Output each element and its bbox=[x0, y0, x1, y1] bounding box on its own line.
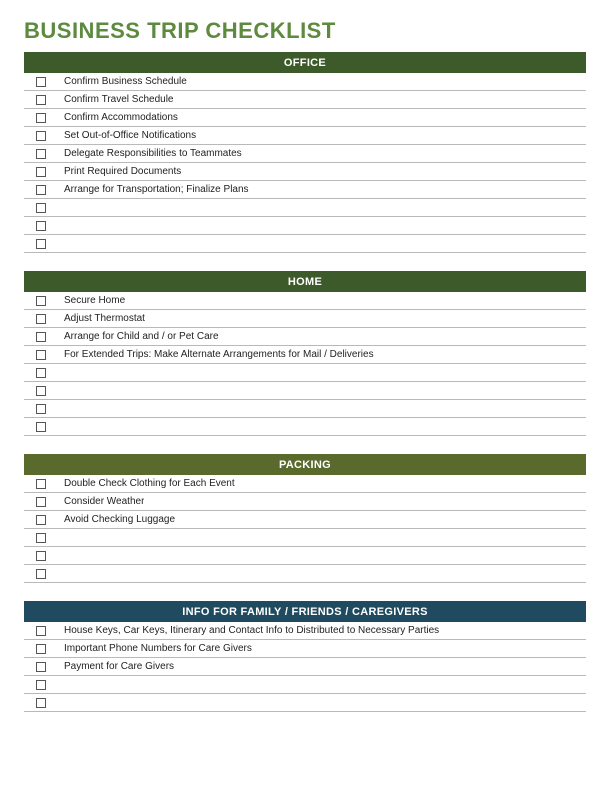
checklist-item-label: Confirm Travel Schedule bbox=[64, 94, 174, 105]
checklist-item-label: Avoid Checking Luggage bbox=[64, 514, 175, 525]
checklist-row: Set Out-of-Office Notifications bbox=[24, 127, 586, 145]
checkbox[interactable] bbox=[36, 497, 46, 507]
checkbox[interactable] bbox=[36, 479, 46, 489]
checklist-item-label: Print Required Documents bbox=[64, 166, 181, 177]
checklist-row: Important Phone Numbers for Care Givers bbox=[24, 640, 586, 658]
section-header: HOME bbox=[24, 271, 586, 292]
section: INFO FOR FAMILY / FRIENDS / CAREGIVERS Ho… bbox=[24, 601, 586, 712]
checkbox[interactable] bbox=[36, 698, 46, 708]
checklist-row: Print Required Documents bbox=[24, 163, 586, 181]
checkbox[interactable] bbox=[36, 239, 46, 249]
checklist-row bbox=[24, 235, 586, 253]
checklist-item-label: Arrange for Child and / or Pet Care bbox=[64, 331, 219, 342]
checklist-item-label: Consider Weather bbox=[64, 496, 144, 507]
checkbox[interactable] bbox=[36, 77, 46, 87]
checkbox[interactable] bbox=[36, 386, 46, 396]
checkbox[interactable] bbox=[36, 131, 46, 141]
checklist-row: Confirm Travel Schedule bbox=[24, 91, 586, 109]
checkbox[interactable] bbox=[36, 533, 46, 543]
checklist-row: Arrange for Transportation; Finalize Pla… bbox=[24, 181, 586, 199]
checklist-row bbox=[24, 199, 586, 217]
checklist-row bbox=[24, 364, 586, 382]
checkbox[interactable] bbox=[36, 422, 46, 432]
checkbox[interactable] bbox=[36, 551, 46, 561]
checkbox[interactable] bbox=[36, 296, 46, 306]
checklist-row: Payment for Care Givers bbox=[24, 658, 586, 676]
checkbox[interactable] bbox=[36, 332, 46, 342]
checkbox[interactable] bbox=[36, 203, 46, 213]
checklist-item-label: Confirm Business Schedule bbox=[64, 76, 187, 87]
checkbox[interactable] bbox=[36, 149, 46, 159]
checkbox[interactable] bbox=[36, 113, 46, 123]
checkbox[interactable] bbox=[36, 185, 46, 195]
checklist-row bbox=[24, 547, 586, 565]
checkbox[interactable] bbox=[36, 404, 46, 414]
checklist-row bbox=[24, 217, 586, 235]
checklist-row: Secure Home bbox=[24, 292, 586, 310]
checklist-item-label: House Keys, Car Keys, Itinerary and Cont… bbox=[64, 625, 439, 636]
checkbox[interactable] bbox=[36, 350, 46, 360]
checkbox[interactable] bbox=[36, 167, 46, 177]
checklist-row: For Extended Trips: Make Alternate Arran… bbox=[24, 346, 586, 364]
checklist-row: Consider Weather bbox=[24, 493, 586, 511]
checklist-row: Confirm Accommodations bbox=[24, 109, 586, 127]
checklist-row: Delegate Responsibilities to Teammates bbox=[24, 145, 586, 163]
checklist-item-label: Secure Home bbox=[64, 295, 125, 306]
checklist-row: Double Check Clothing for Each Event bbox=[24, 475, 586, 493]
checklist-row bbox=[24, 418, 586, 436]
checklist-row bbox=[24, 382, 586, 400]
checklist-row: Adjust Thermostat bbox=[24, 310, 586, 328]
section: OFFICE Confirm Business Schedule Confirm T… bbox=[24, 52, 586, 253]
section: PACKING Double Check Clothing for Each Ev… bbox=[24, 454, 586, 583]
checklist-item-label: Adjust Thermostat bbox=[64, 313, 145, 324]
section-header: INFO FOR FAMILY / FRIENDS / CAREGIVERS bbox=[24, 601, 586, 622]
section: HOME Secure Home Adjust Thermostat Arrange … bbox=[24, 271, 586, 436]
checklist-body: OFFICE Confirm Business Schedule Confirm T… bbox=[24, 52, 586, 712]
checklist-row: Avoid Checking Luggage bbox=[24, 511, 586, 529]
checkbox[interactable] bbox=[36, 626, 46, 636]
checklist-row: Arrange for Child and / or Pet Care bbox=[24, 328, 586, 346]
section-header: OFFICE bbox=[24, 52, 586, 73]
checklist-row bbox=[24, 529, 586, 547]
checklist-item-label: Confirm Accommodations bbox=[64, 112, 178, 123]
checkbox[interactable] bbox=[36, 368, 46, 378]
checkbox[interactable] bbox=[36, 221, 46, 231]
checklist-row bbox=[24, 694, 586, 712]
checkbox[interactable] bbox=[36, 644, 46, 654]
checklist-item-label: Arrange for Transportation; Finalize Pla… bbox=[64, 184, 249, 195]
checklist-row bbox=[24, 400, 586, 418]
checklist-item-label: Payment for Care Givers bbox=[64, 661, 174, 672]
checkbox[interactable] bbox=[36, 662, 46, 672]
checkbox[interactable] bbox=[36, 569, 46, 579]
checkbox[interactable] bbox=[36, 515, 46, 525]
checklist-item-label: For Extended Trips: Make Alternate Arran… bbox=[64, 349, 374, 360]
checklist-row bbox=[24, 565, 586, 583]
checklist-item-label: Set Out-of-Office Notifications bbox=[64, 130, 196, 141]
checklist-item-label: Delegate Responsibilities to Teammates bbox=[64, 148, 242, 159]
checklist-row: Confirm Business Schedule bbox=[24, 73, 586, 91]
section-header: PACKING bbox=[24, 454, 586, 475]
checklist-item-label: Double Check Clothing for Each Event bbox=[64, 478, 235, 489]
checklist-row bbox=[24, 676, 586, 694]
checkbox[interactable] bbox=[36, 314, 46, 324]
checkbox[interactable] bbox=[36, 680, 46, 690]
checkbox[interactable] bbox=[36, 95, 46, 105]
checklist-row: House Keys, Car Keys, Itinerary and Cont… bbox=[24, 622, 586, 640]
document-title: BUSINESS TRIP CHECKLIST bbox=[24, 18, 586, 44]
checklist-item-label: Important Phone Numbers for Care Givers bbox=[64, 643, 252, 654]
